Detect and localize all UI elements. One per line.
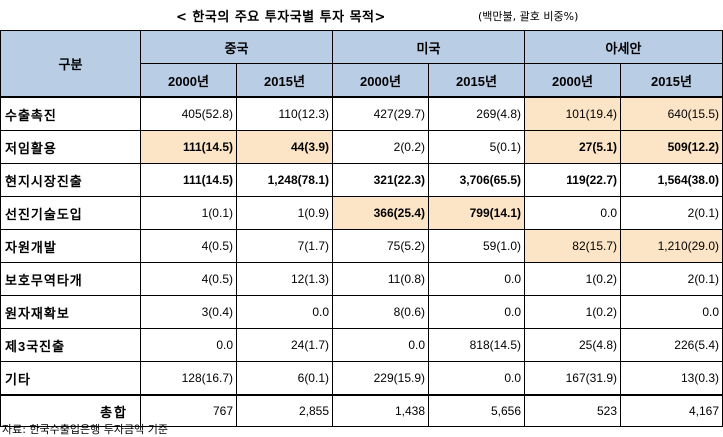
table-cell: 226(5.4) <box>620 328 723 362</box>
table-cell: 818(14.5) <box>428 328 525 362</box>
table-cell: 13(0.3) <box>620 361 723 396</box>
table-cell: 0.0 <box>236 295 333 329</box>
table-cell: 0.0 <box>428 295 525 329</box>
table-cell: 405(52.8) <box>140 96 237 131</box>
table-cell-highlight: 111(14.5) <box>140 130 237 164</box>
row-label: 현지시장진출 <box>0 163 141 197</box>
table-cell: 3,706(65.5) <box>428 163 525 197</box>
table-cell: 2(0.1) <box>620 196 723 230</box>
table-cell-highlight: 366(25.4) <box>332 196 429 230</box>
table-row: 제3국진출 0.0 24(1.7) 0.0 818(14.5) 25(4.8) … <box>0 328 723 362</box>
header-country-china: 중국 <box>140 30 333 64</box>
table-cell-highlight: 27(5.1) <box>524 130 621 164</box>
table-cell: 0.0 <box>620 295 723 329</box>
table-cell: 11(0.8) <box>332 262 429 296</box>
table-row: 원자재확보 3(0.4) 0.0 8(0.6) 0.0 1(0.2) 0.0 <box>0 295 723 329</box>
table-cell: 25(4.8) <box>524 328 621 362</box>
row-label: 보호무역타개 <box>0 262 141 296</box>
table-cell: 24(1.7) <box>236 328 333 362</box>
total-cell: 2,855 <box>236 394 333 427</box>
table-cell: 12(1.3) <box>236 262 333 296</box>
header-category: 구분 <box>0 30 141 98</box>
table-cell: 1(0.1) <box>140 196 237 230</box>
header-year: 2000년 <box>140 63 237 98</box>
total-cell: 523 <box>524 394 621 427</box>
total-row: 총합 767 2,855 1,438 5,656 523 4,167 <box>0 394 723 427</box>
table-cell: 128(16.7) <box>140 361 237 396</box>
table-cell: 6(0.1) <box>236 361 333 396</box>
table-cell: 321(22.3) <box>332 163 429 197</box>
table-title: < 한국의 주요 투자국별 투자 목적> <box>176 10 386 25</box>
table-row: 저임활용 111(14.5) 44(3.9) 2(0.2) 5(0.1) 27(… <box>0 130 723 164</box>
table-row: 현지시장진출 111(14.5) 1,248(78.1) 321(22.3) 3… <box>0 163 723 197</box>
table-cell: 229(15.9) <box>332 361 429 396</box>
table-cell: 110(12.3) <box>236 96 333 131</box>
total-cell: 1,438 <box>332 394 429 427</box>
table-cell: 0.0 <box>332 328 429 362</box>
header-year: 2015년 <box>620 63 723 98</box>
table-cell: 4(0.5) <box>140 229 237 263</box>
table-cell: 75(5.2) <box>332 229 429 263</box>
table-row: 수출촉진 405(52.8) 110(12.3) 427(29.7) 269(4… <box>0 96 723 131</box>
table-cell: 8(0.6) <box>332 295 429 329</box>
table-cell: 3(0.4) <box>140 295 237 329</box>
table-row: 기타 128(16.7) 6(0.1) 229(15.9) 0.0 167(31… <box>0 361 723 396</box>
table-cell: 167(31.9) <box>524 361 621 396</box>
total-cell: 4,167 <box>620 394 723 427</box>
table-cell-highlight: 1,210(29.0) <box>620 229 723 263</box>
table-cell: 2(0.1) <box>620 262 723 296</box>
table-cell: 427(29.7) <box>332 96 429 131</box>
table-cell: 7(1.7) <box>236 229 333 263</box>
header-country-asean: 아세안 <box>524 30 723 64</box>
title-row: < 한국의 주요 투자국별 투자 목적> (백만불, 괄호 비중%) <box>0 0 723 28</box>
table-cell: 0.0 <box>428 262 525 296</box>
table-cell: 2(0.2) <box>332 130 429 164</box>
unit-note: (백만불, 괄호 비중%) <box>478 10 579 23</box>
header-year: 2015년 <box>428 63 525 98</box>
table-cell: 1(0.2) <box>524 295 621 329</box>
row-label: 수출촉진 <box>0 96 141 131</box>
table-cell: 1(0.2) <box>524 262 621 296</box>
table-cell: 59(1.0) <box>428 229 525 263</box>
table-cell: 1,248(78.1) <box>236 163 333 197</box>
row-label: 제3국진출 <box>0 328 141 362</box>
table-cell: 1,564(38.0) <box>620 163 723 197</box>
row-label: 자원개발 <box>0 229 141 263</box>
total-cell: 767 <box>140 394 237 427</box>
table-row: 선진기술도입 1(0.1) 1(0.9) 366(25.4) 799(14.1)… <box>0 196 723 230</box>
header-year: 2015년 <box>236 63 333 98</box>
table-row: 보호무역타개 4(0.5) 12(1.3) 11(0.8) 0.0 1(0.2)… <box>0 262 723 296</box>
row-label: 저임활용 <box>0 130 141 164</box>
investment-purpose-table: 구분 중국 미국 아세안 2000년 2015년 2000년 2015년 200… <box>0 30 723 427</box>
table-cell: 269(4.8) <box>428 96 525 131</box>
table-cell-highlight: 44(3.9) <box>236 130 333 164</box>
source-note: 자료: 한국수출입은행 투자금액 기준 <box>2 423 168 436</box>
table-cell: 0.0 <box>428 361 525 396</box>
table-cell-highlight: 799(14.1) <box>428 196 525 230</box>
row-label: 원자재확보 <box>0 295 141 329</box>
header-country-usa: 미국 <box>332 30 525 64</box>
table-row: 자원개발 4(0.5) 7(1.7) 75(5.2) 59(1.0) 82(15… <box>0 229 723 263</box>
table-cell-highlight: 82(15.7) <box>524 229 621 263</box>
table-cell-highlight: 509(12.2) <box>620 130 723 164</box>
total-cell: 5,656 <box>428 394 525 427</box>
table-cell: 5(0.1) <box>428 130 525 164</box>
table-cell: 0.0 <box>524 196 621 230</box>
row-label: 선진기술도입 <box>0 196 141 230</box>
header-year: 2000년 <box>332 63 429 98</box>
header-year: 2000년 <box>524 63 621 98</box>
total-label: 총합 <box>0 394 141 427</box>
table-cell: 0.0 <box>140 328 237 362</box>
table-cell: 1(0.9) <box>236 196 333 230</box>
table-cell: 111(14.5) <box>140 163 237 197</box>
table-cell-highlight: 640(15.5) <box>620 96 723 131</box>
row-label: 기타 <box>0 361 141 396</box>
table-cell-highlight: 101(19.4) <box>524 96 621 131</box>
table-cell: 119(22.7) <box>524 163 621 197</box>
table-cell: 4(0.5) <box>140 262 237 296</box>
